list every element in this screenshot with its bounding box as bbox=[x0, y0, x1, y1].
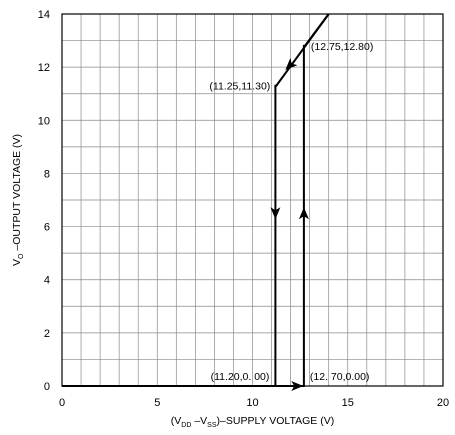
y-tick-label: 12 bbox=[38, 62, 50, 74]
grid bbox=[62, 14, 443, 386]
x-tick-label: 20 bbox=[437, 397, 449, 409]
point-annotation: (11.20,0. 00) bbox=[211, 371, 270, 383]
arrow-up-icon bbox=[298, 207, 309, 220]
y-tick-label: 10 bbox=[38, 115, 50, 127]
y-tick-label: 6 bbox=[44, 222, 50, 234]
y-tick-labels: 0 2 4 6 8 10 12 14 bbox=[38, 9, 50, 393]
point-annotation: (12.75,12.80) bbox=[311, 41, 373, 53]
x-tick-label: 0 bbox=[59, 397, 65, 409]
arrow-down-left-icon bbox=[285, 58, 298, 71]
y-tick-label: 14 bbox=[38, 9, 50, 21]
y-tick-label: 2 bbox=[44, 328, 50, 340]
y-tick-label: 0 bbox=[44, 381, 50, 393]
y-tick-label: 8 bbox=[44, 168, 50, 180]
series-line-1 bbox=[62, 13, 330, 387]
point-annotation: (12. 70,0.00) bbox=[310, 371, 370, 383]
point-annotation: (11.25,11.30) bbox=[209, 81, 270, 93]
x-tick-labels: 0 5 10 15 20 bbox=[59, 397, 449, 409]
x-tick-label: 10 bbox=[246, 397, 258, 409]
arrow-group bbox=[270, 58, 309, 391]
x-tick-label: 5 bbox=[154, 397, 160, 409]
y-axis-label: VO –OUTPUT VOLTAGE (V) bbox=[11, 134, 25, 266]
arrow-down-icon bbox=[270, 207, 281, 220]
arrow-right-icon bbox=[291, 381, 304, 391]
x-axis-label: (VDD –VSS)–SUPPLY VOLTAGE (V) bbox=[171, 415, 334, 429]
y-tick-label: 4 bbox=[44, 275, 50, 287]
annotations: (11.25,11.30) (12.75,12.80) (11.20,0. 00) (… bbox=[209, 41, 373, 383]
x-tick-label: 15 bbox=[342, 397, 354, 409]
